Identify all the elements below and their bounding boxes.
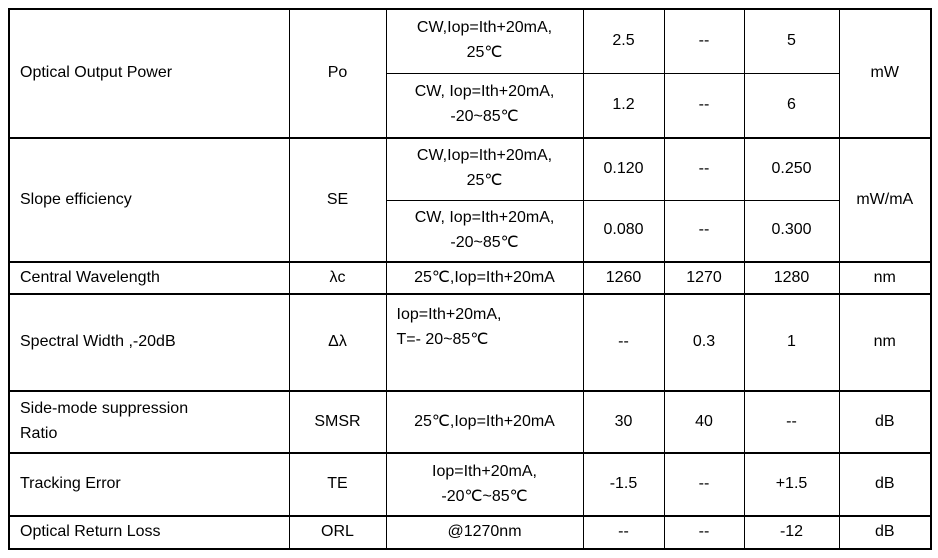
- unit-cell: mW: [838, 8, 932, 139]
- max-cell: --: [743, 390, 840, 454]
- condition-cell: CW,Iop=Ith+20mA, 25℃: [385, 137, 584, 201]
- max-cell: 6: [743, 72, 840, 139]
- typ-cell: --: [663, 199, 745, 263]
- min-cell: --: [582, 293, 665, 392]
- symbol-cell: Po: [288, 8, 387, 139]
- table-subrow: CW, Iop=Ith+20mA, -20~85℃ 1.2 -- 6: [9, 72, 931, 139]
- symbol-cell: λc: [288, 261, 387, 295]
- condition-cell: CW, Iop=Ith+20mA, -20~85℃: [385, 72, 584, 139]
- table-row: Optical Return Loss ORL @1270nm -- -- -1…: [8, 515, 932, 550]
- condition-cell: 25℃,Iop=Ith+20mA: [385, 390, 584, 454]
- typ-cell: --: [663, 452, 745, 517]
- min-cell: --: [582, 515, 665, 550]
- min-cell: 0.080: [582, 199, 665, 263]
- symbol-cell: SE: [288, 137, 387, 263]
- max-cell: 0.300: [743, 199, 840, 263]
- max-cell: 1280: [743, 261, 840, 295]
- max-cell: 5: [743, 8, 840, 74]
- unit-cell: nm: [838, 293, 932, 392]
- table-subrow: CW, Iop=Ith+20mA, -20~85℃ 0.080 -- 0.300: [9, 199, 931, 263]
- condition-cell: @1270nm: [385, 515, 584, 550]
- unit-cell: mW/mA: [838, 137, 932, 263]
- symbol-cell: TE: [288, 452, 387, 517]
- min-cell: -1.5: [582, 452, 665, 517]
- max-cell: -12: [743, 515, 840, 550]
- table-row: Central Wavelength λc 25℃,Iop=Ith+20mA 1…: [8, 261, 932, 295]
- typ-cell: 1270: [663, 261, 745, 295]
- condition-cell: CW, Iop=Ith+20mA, -20~85℃: [385, 199, 584, 263]
- typ-cell: --: [663, 137, 745, 201]
- param-cell: Optical Return Loss: [8, 515, 290, 550]
- table-row: Spectral Width ,-20dB Δλ Iop=Ith+20mA, T…: [8, 293, 932, 392]
- typ-cell: --: [663, 8, 745, 74]
- condition-cell: CW,Iop=Ith+20mA, 25℃: [385, 8, 584, 74]
- typ-cell: --: [663, 72, 745, 139]
- typ-cell: 40: [663, 390, 745, 454]
- max-cell: +1.5: [743, 452, 840, 517]
- condition-cell: 25℃,Iop=Ith+20mA: [385, 261, 584, 295]
- condition-cell: Iop=Ith+20mA, -20℃~85℃: [385, 452, 584, 517]
- min-cell: 30: [582, 390, 665, 454]
- typ-cell: --: [663, 515, 745, 550]
- unit-cell: dB: [838, 515, 932, 550]
- symbol-cell: ORL: [288, 515, 387, 550]
- table-row: Slope efficiency SE CW,Iop=Ith+20mA, 25℃…: [8, 137, 932, 263]
- param-cell: Optical Output Power: [8, 8, 290, 139]
- min-cell: 0.120: [582, 137, 665, 201]
- min-cell: 1.2: [582, 72, 665, 139]
- param-cell: Side-mode suppression Ratio: [8, 390, 290, 454]
- param-cell: Slope efficiency: [8, 137, 290, 263]
- symbol-cell: Δλ: [288, 293, 387, 392]
- max-cell: 0.250: [743, 137, 840, 201]
- param-cell: Tracking Error: [8, 452, 290, 517]
- min-cell: 2.5: [582, 8, 665, 74]
- symbol-cell: SMSR: [288, 390, 387, 454]
- typ-cell: 0.3: [663, 293, 745, 392]
- param-cell: Spectral Width ,-20dB: [8, 293, 290, 392]
- param-cell: Central Wavelength: [8, 261, 290, 295]
- unit-cell: nm: [838, 261, 932, 295]
- spec-table: Optical Output Power Po CW,Iop=Ith+20mA,…: [8, 8, 932, 550]
- min-cell: 1260: [582, 261, 665, 295]
- condition-cell: Iop=Ith+20mA, T=- 20~85℃: [385, 293, 584, 392]
- table-row: Tracking Error TE Iop=Ith+20mA, -20℃~85℃…: [8, 452, 932, 517]
- table-row: Optical Output Power Po CW,Iop=Ith+20mA,…: [8, 8, 932, 139]
- max-cell: 1: [743, 293, 840, 392]
- unit-cell: dB: [838, 452, 932, 517]
- unit-cell: dB: [838, 390, 932, 454]
- table-row: Side-mode suppression Ratio SMSR 25℃,Iop…: [8, 390, 932, 454]
